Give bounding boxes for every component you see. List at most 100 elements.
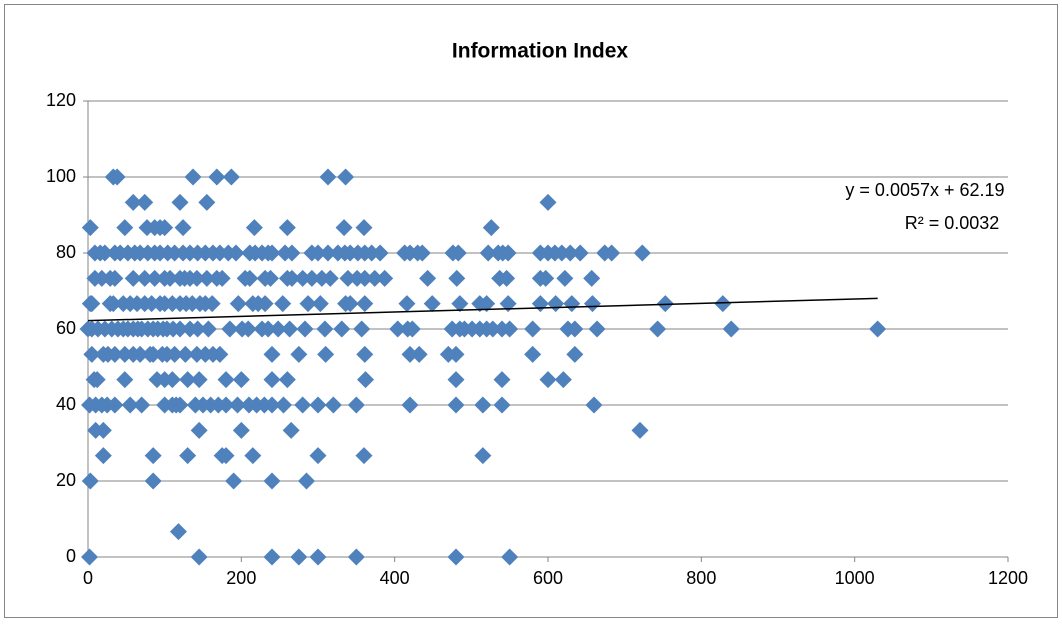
point [539,193,557,211]
point [146,269,164,287]
point [116,219,134,237]
point [144,472,162,490]
point [309,396,327,414]
point [537,269,555,287]
point [136,269,154,287]
point [283,244,301,262]
point [501,548,519,566]
point [447,371,465,389]
point [124,269,142,287]
point [585,396,603,414]
point [184,168,202,186]
point [355,447,373,465]
point [499,244,517,262]
point [124,193,142,211]
point [94,447,112,465]
point [419,269,437,287]
point [88,371,106,389]
point [447,548,465,566]
point [583,295,601,313]
point [389,320,407,338]
trendline-r-squared: R² = 0.0032 [905,213,1000,233]
point [347,396,365,414]
point [239,320,257,338]
point [225,472,243,490]
point [190,548,208,566]
point [133,396,151,414]
point [355,219,373,237]
point [493,396,511,414]
point [190,421,208,439]
point [563,295,581,313]
point [156,219,174,237]
point [317,345,335,363]
point [449,244,467,262]
y-tick-label: 0 [66,546,76,566]
point [131,345,149,363]
point [221,320,239,338]
point [190,371,208,389]
point [161,269,179,287]
point [283,269,301,287]
point [259,320,277,338]
point [498,269,516,287]
point [353,320,371,338]
point [274,295,292,313]
point [106,396,124,414]
point [356,345,374,363]
point [321,269,339,287]
point [316,320,334,338]
point [524,320,542,338]
point [403,320,421,338]
x-tick-label: 1000 [835,568,875,588]
point [474,447,492,465]
point [290,548,308,566]
point [256,295,274,313]
point [222,168,240,186]
point [171,193,189,211]
point [208,168,226,186]
y-tick-label: 120 [46,90,76,110]
point [319,244,337,262]
x-tick-label: 600 [533,568,563,588]
trendline [87,297,878,322]
point [174,219,192,237]
point [484,320,502,338]
point [303,269,321,287]
point [294,396,312,414]
point [290,345,308,363]
point [341,295,359,313]
point [571,244,589,262]
x-tick-label: 200 [226,568,256,588]
point [136,193,154,211]
point [309,447,327,465]
point [474,396,492,414]
point [108,168,126,186]
point [311,295,329,313]
point [263,396,281,414]
point [296,320,314,338]
point [144,345,162,363]
point [339,269,357,287]
point [566,320,584,338]
point [217,447,235,465]
point [588,320,606,338]
point [335,219,353,237]
point [347,548,365,566]
point [298,472,315,490]
point [163,371,181,389]
point [524,345,542,363]
point [603,244,621,262]
point [501,320,519,338]
y-tick-label: 40 [56,394,76,414]
point [324,396,342,414]
point [493,371,511,389]
point [376,269,394,287]
point [478,295,496,313]
point [176,345,194,363]
x-tick-label: 0 [83,568,93,588]
point [309,548,327,566]
point [144,447,162,465]
point [179,447,197,465]
x-tick-label: 1200 [988,568,1028,588]
